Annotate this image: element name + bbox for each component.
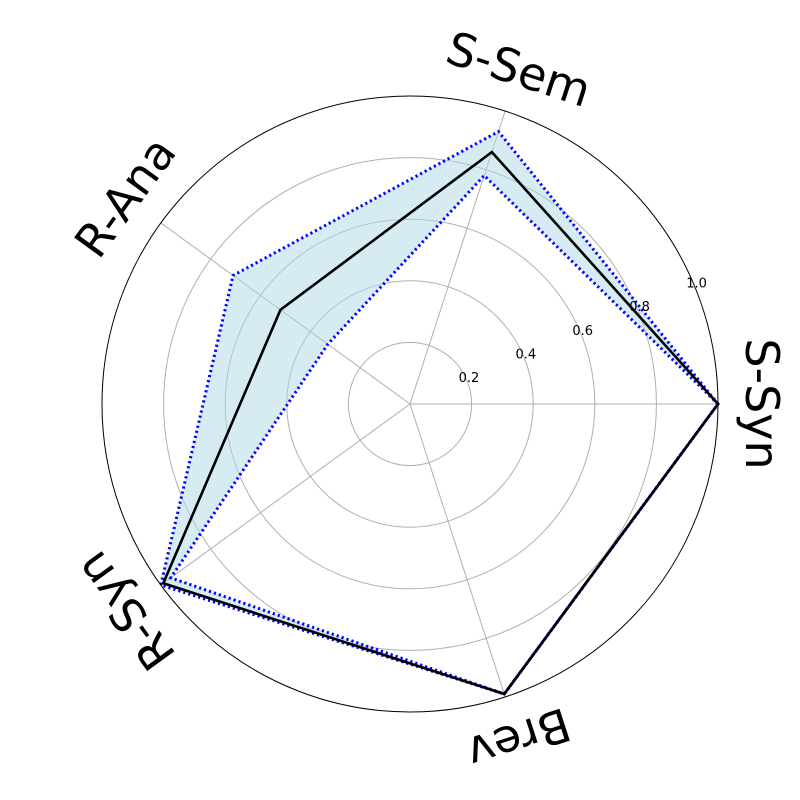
grid-circle-4: [163, 157, 657, 651]
outer-circle: [101, 95, 719, 713]
series-lines: [159, 129, 720, 696]
axis-label-s-syn: S-Syn: [735, 338, 789, 469]
axis-label-s-sem: S-Sem: [440, 21, 598, 118]
outer-frame: [101, 95, 719, 713]
confidence-band: [160, 131, 718, 694]
tick-label-4: 0.8: [629, 300, 650, 315]
tick-label-2: 0.4: [515, 347, 536, 362]
spoke-r-syn: [160, 403, 411, 586]
axis-label-brev: Brev: [461, 697, 578, 781]
series-mean-line: [161, 150, 720, 696]
spoke-brev: [409, 403, 506, 698]
series-lower-line: [168, 173, 720, 696]
tick-label-1: 0.2: [459, 371, 480, 386]
tick-label-3: 0.6: [572, 324, 593, 339]
band-fill: [160, 131, 718, 694]
radial-tick-labels: 0.2 0.4 0.6 0.8 1.0: [459, 277, 707, 386]
tick-label-5: 1.0: [686, 277, 707, 292]
axis-label-r-ana: R-Ana: [64, 127, 187, 268]
grid-circle-1: [347, 341, 473, 467]
